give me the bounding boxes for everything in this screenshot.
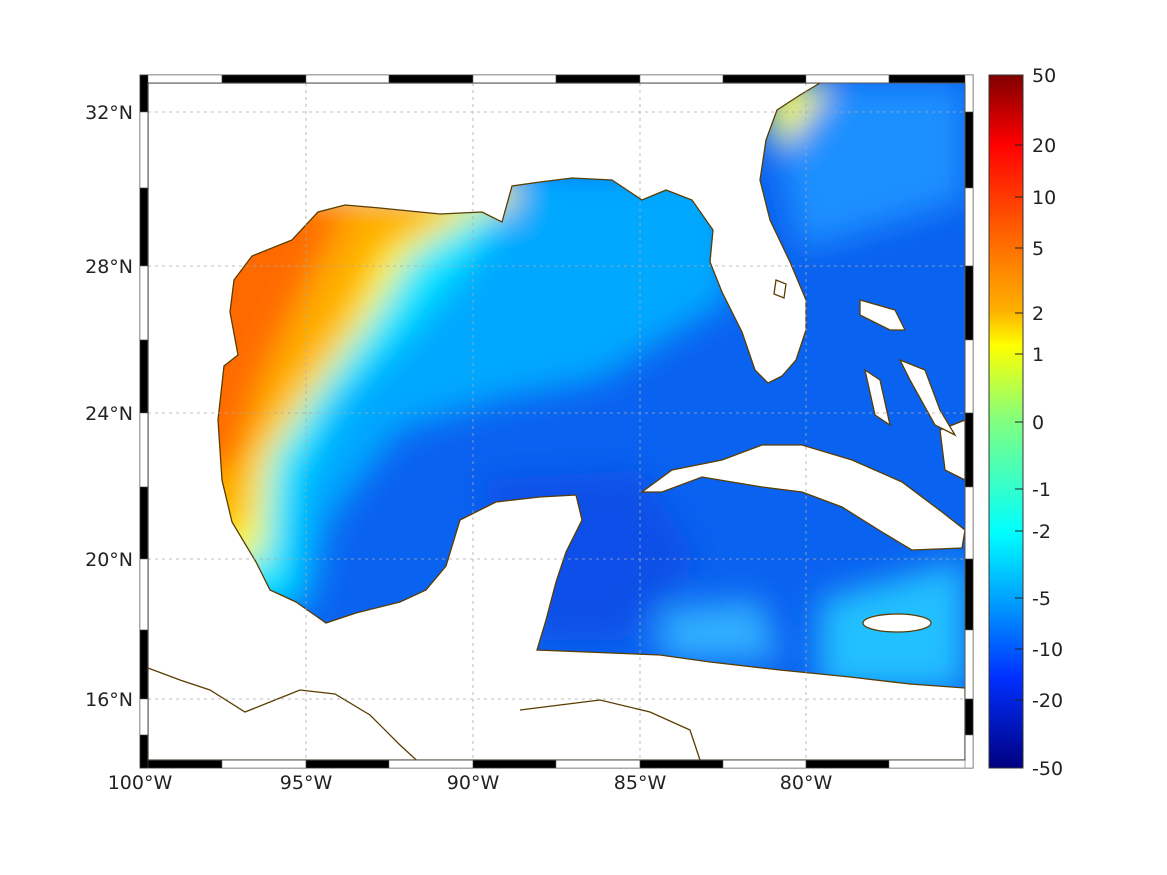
frame-segment [472,74,557,84]
bahamas-island [859,299,907,331]
frame-segment [964,629,974,700]
lon-label: 95°W [280,772,333,794]
bahamas-island [864,368,891,427]
lon-axis-labels: 100°W 95°W 90°W 85°W 80°W [108,772,833,794]
frame-segment [139,265,149,341]
frame-segment [888,74,974,84]
lon-label: 85°W [614,772,667,794]
colorbar-tick-label: -1 [1032,479,1051,501]
lon-label: 90°W [447,772,500,794]
frame-segment [139,734,149,769]
frame-segment [139,111,149,189]
colorbar-tick-label: 10 [1032,187,1056,209]
lat-label: 24°N [85,403,133,425]
colorbar-tick-label: 2 [1032,303,1044,325]
bahamas-island [898,358,957,437]
frame-segment [639,74,724,84]
frame-segment [888,759,974,769]
lat-label: 32°N [85,102,133,124]
colorbar-tick-label: 50 [1032,65,1056,87]
colorbar-tick-label: -2 [1032,521,1051,543]
central-america-coastline [519,699,701,761]
frame-segment [964,734,974,769]
frame-segment [964,558,974,631]
colorbar-tick-label: -10 [1032,639,1063,661]
frame-segment [139,486,149,560]
hispaniola [939,419,965,481]
lon-label: 100°W [108,772,173,794]
pacific-coastline [147,667,426,769]
lat-label: 28°N [85,256,133,278]
frame-segment [139,629,149,700]
frame-segment [964,486,974,560]
lon-label: 80°W [780,772,833,794]
frame-segment [139,74,223,84]
frame-segment [555,74,641,84]
frame-segment [722,759,807,769]
frame-segment [964,339,974,414]
north-america-land [148,83,965,760]
frame-segment [555,759,641,769]
frame-segment [964,111,974,189]
lat-label: 20°N [85,549,133,571]
colorbar-tick-label: -20 [1032,690,1063,712]
frame-segment [139,74,149,113]
frame-segment [964,698,974,736]
cuba [640,444,965,551]
frame-segment [964,74,974,113]
frame-segment [472,759,557,769]
frame-segment [388,74,474,84]
colorbar-tick-label: 0 [1032,412,1044,434]
frame-segment [964,265,974,341]
gridlines [148,83,965,760]
lat-label: 16°N [85,689,133,711]
jamaica [862,613,932,633]
lake-okeechobee [773,279,787,299]
frame-segment [805,74,890,84]
frame-segment [221,759,307,769]
colorbar-tick-label: 5 [1032,238,1044,260]
frame-segment [964,412,974,488]
frame-segment [305,759,390,769]
frame-segment [139,339,149,414]
frame-segment [805,759,890,769]
land-masses [148,83,965,760]
map-frame [139,74,974,769]
frame-segment [221,74,307,84]
lat-axis-labels: 32°N 28°N 24°N 20°N 16°N [85,102,133,711]
frame-segment [139,412,149,488]
colorbar-tick-label: -5 [1032,588,1051,610]
frame-segment [139,187,149,267]
frame-segment [388,759,474,769]
map-frame-inner [147,82,966,761]
frame-segment [964,187,974,267]
frame-segment [722,74,807,84]
frame-segment [639,759,724,769]
frame-segment [305,74,390,84]
colorbar-tick-label: -50 [1032,758,1063,780]
colorbar-tick-label: 20 [1032,135,1056,157]
frame-segment [139,698,149,736]
frame-segment [139,759,223,769]
frame-segment [139,558,149,631]
colorbar-tick-label: 1 [1032,344,1044,366]
